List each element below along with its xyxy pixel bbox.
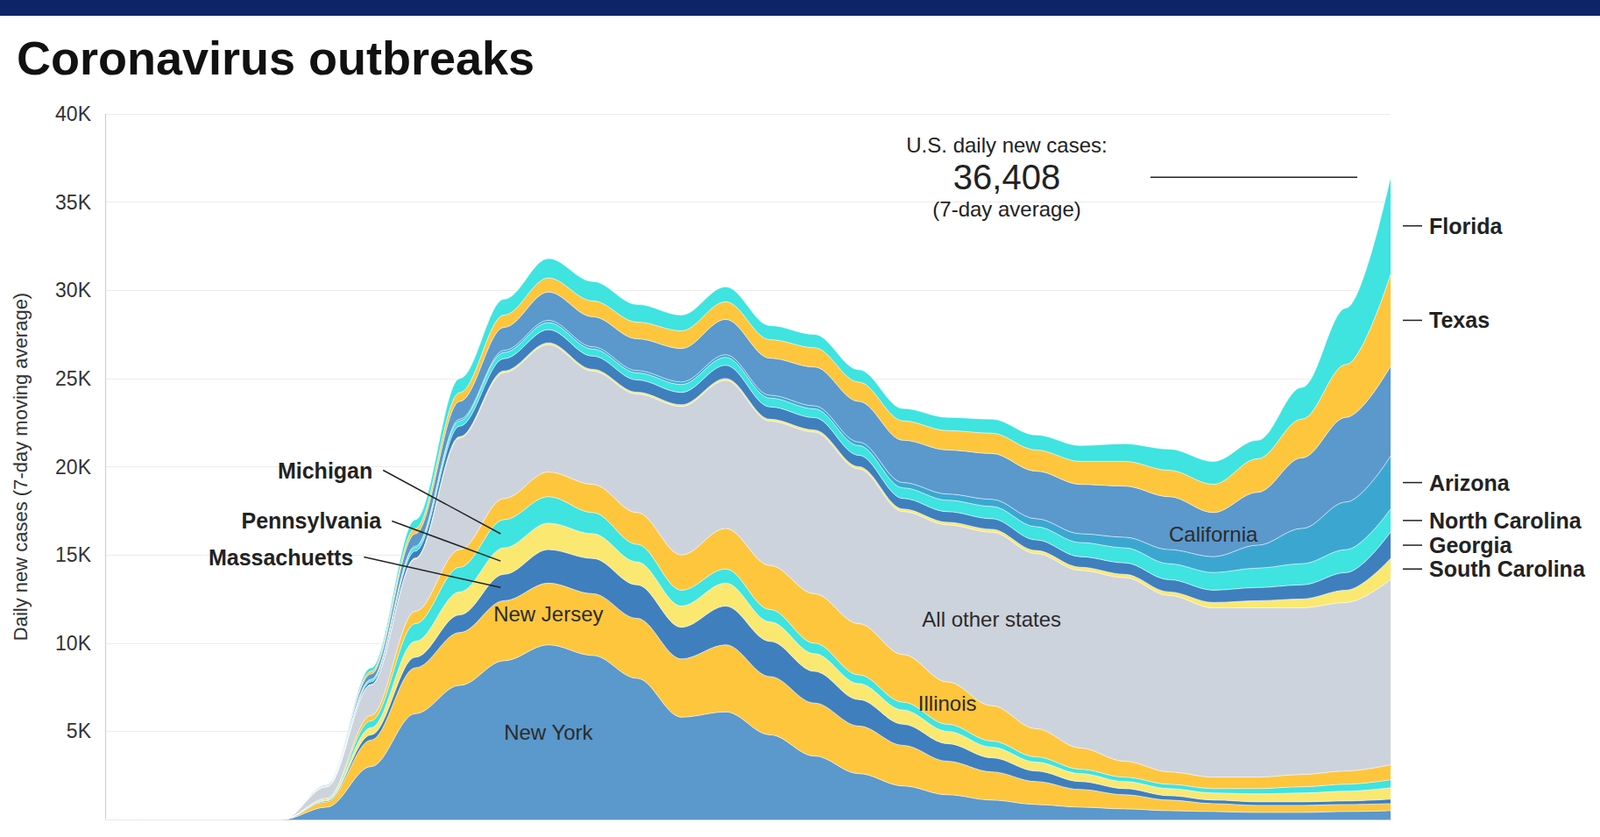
svg-text:Florida: Florida — [1429, 213, 1503, 239]
svg-text:Illinois: Illinois — [918, 691, 977, 716]
svg-text:Arizona: Arizona — [1429, 470, 1511, 496]
svg-text:U.S. daily new cases:: U.S. daily new cases: — [906, 133, 1107, 157]
svg-text:Michigan: Michigan — [277, 458, 373, 483]
svg-text:Coronavirus outbreaks: Coronavirus outbreaks — [16, 31, 535, 85]
svg-text:15K: 15K — [55, 543, 93, 567]
svg-text:10K: 10K — [55, 631, 93, 655]
svg-text:40K: 40K — [55, 102, 93, 126]
svg-text:Massachuetts: Massachuetts — [208, 545, 354, 570]
svg-text:5K: 5K — [66, 719, 93, 743]
svg-text:Texas: Texas — [1429, 307, 1490, 333]
svg-text:20K: 20K — [55, 455, 93, 479]
svg-text:Daily new cases (7-day moving: Daily new cases (7-day moving average) — [9, 292, 32, 641]
svg-text:36,408: 36,408 — [953, 157, 1061, 197]
svg-text:(7-day average): (7-day average) — [932, 197, 1081, 221]
svg-text:25K: 25K — [55, 367, 93, 390]
svg-text:All other states: All other states — [921, 607, 1062, 631]
svg-text:California: California — [1168, 522, 1259, 546]
svg-text:30K: 30K — [55, 278, 93, 302]
svg-text:Pennsylvania: Pennsylvania — [240, 508, 383, 533]
svg-text:North Carolina: North Carolina — [1429, 508, 1583, 533]
svg-text:New Jersey: New Jersey — [493, 601, 603, 626]
svg-text:South Carolina: South Carolina — [1429, 556, 1586, 581]
svg-text:New York: New York — [503, 720, 594, 744]
svg-text:35K: 35K — [55, 191, 93, 214]
svg-text:Georgia: Georgia — [1429, 532, 1514, 558]
